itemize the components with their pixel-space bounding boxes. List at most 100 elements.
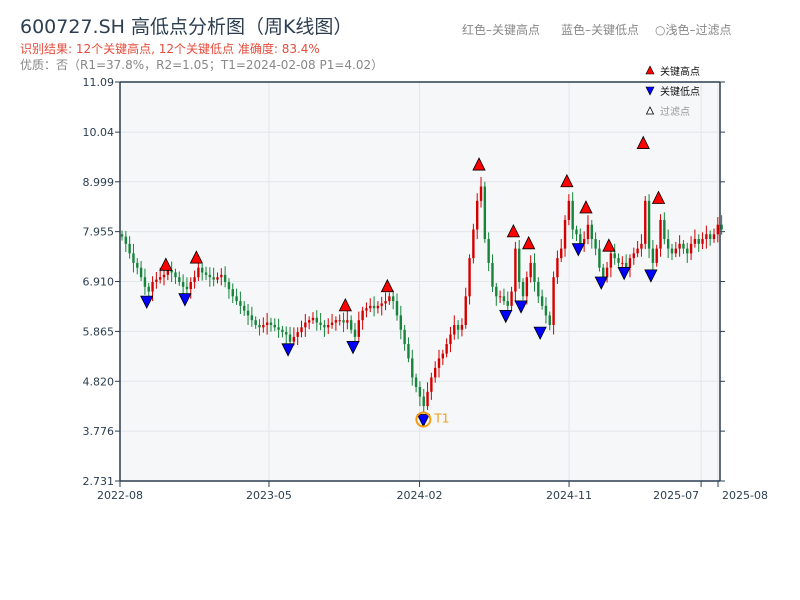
candle-body (479, 186, 483, 201)
candle-body (674, 248, 678, 254)
candle-body (575, 229, 578, 235)
legend-low-icon (645, 86, 655, 96)
candle-body (388, 296, 391, 302)
x-tick-label: 2025-08 (722, 489, 768, 502)
candle-body (628, 258, 632, 268)
candle-body (670, 248, 674, 254)
candle-body (468, 258, 471, 297)
candle-body (644, 200, 647, 244)
candle-body (563, 219, 567, 249)
key-high-marker (380, 278, 395, 293)
candle-body (518, 248, 521, 283)
candle-body (128, 243, 131, 254)
candle-body (132, 253, 135, 263)
candle-body (384, 301, 387, 304)
candle-body (136, 262, 139, 268)
candle-body (292, 336, 296, 342)
candle-body (556, 258, 559, 278)
key-high-marker (338, 297, 352, 312)
candle-body (686, 248, 689, 254)
candle-body (204, 272, 208, 275)
candle-body (426, 391, 429, 407)
candle-body (605, 267, 609, 278)
candle-body (456, 324, 460, 330)
candle-body (502, 296, 506, 302)
candle-body (533, 262, 536, 283)
candle-body (567, 200, 571, 220)
candle-body (349, 320, 353, 330)
candle-body (475, 200, 479, 230)
candle-body (315, 317, 318, 323)
candle-body (300, 327, 303, 333)
candle-body (338, 320, 341, 322)
candle-body (162, 274, 166, 278)
candle-body (250, 315, 254, 321)
key-high-marker (506, 223, 521, 238)
candle-body (433, 367, 437, 378)
t1-marker (415, 411, 432, 428)
candle-body (651, 248, 655, 263)
candle-body (304, 322, 307, 328)
candle-body (579, 234, 582, 244)
key-low-marker (346, 341, 360, 355)
candle-body (269, 322, 273, 325)
x-tick-label: 2024-02 (397, 489, 443, 502)
candle-body (227, 282, 231, 290)
candle-body (216, 277, 219, 280)
legend-text-high: 红色–关键高点 (462, 23, 541, 37)
legend-high-label: 关键高点 (660, 65, 700, 78)
candle-body (472, 229, 475, 259)
candle-body (220, 274, 223, 278)
candle-body (506, 301, 509, 306)
candle-body (307, 320, 311, 323)
candle-body (353, 329, 357, 337)
candle-body (258, 324, 261, 328)
candle-body (155, 279, 158, 283)
key-high-marker (189, 250, 204, 264)
candle-body (590, 224, 593, 240)
candle-body (201, 267, 204, 273)
candle-body (273, 324, 276, 328)
y-tick-label: 6.910 (83, 276, 115, 289)
candle-body (632, 253, 635, 259)
candle-body (624, 262, 628, 268)
y-tick-label: 3.776 (83, 425, 115, 438)
candle-body (281, 329, 284, 333)
key-high-marker (472, 157, 486, 171)
candle-body (548, 315, 551, 325)
candle-body (239, 301, 242, 306)
x-tick-label: 2024-11 (546, 489, 592, 502)
candle-body (609, 253, 613, 268)
candle-body (346, 320, 349, 323)
t1-label: T1 (433, 411, 449, 425)
legend-high-icon (645, 65, 655, 75)
candle-body (514, 248, 517, 292)
candle-body (460, 324, 464, 330)
candle-body (708, 234, 712, 240)
candle-body (647, 200, 651, 249)
candle-body (666, 239, 670, 249)
candle-body (594, 239, 597, 249)
candle-body (380, 303, 383, 306)
candle-body (342, 320, 345, 323)
candle-body (487, 239, 490, 263)
candle-body (705, 234, 708, 240)
candle-body (613, 253, 616, 259)
candle-body (498, 296, 502, 298)
candle-body (193, 277, 196, 283)
key-low-marker (416, 414, 431, 428)
candle-body (189, 282, 192, 290)
candle-body (582, 239, 586, 244)
candle-body (697, 239, 700, 244)
candle-body (411, 358, 414, 378)
candle-body (181, 282, 185, 287)
candle-body (422, 396, 425, 407)
candle-body (510, 291, 513, 306)
candle-body (678, 243, 681, 249)
legend-text-low: 蓝色–关键低点 (561, 23, 640, 37)
candle-body (327, 324, 330, 328)
candle-body (716, 224, 720, 235)
candle-body (365, 308, 368, 311)
candle-body (235, 296, 238, 302)
key-low-marker (178, 293, 192, 307)
